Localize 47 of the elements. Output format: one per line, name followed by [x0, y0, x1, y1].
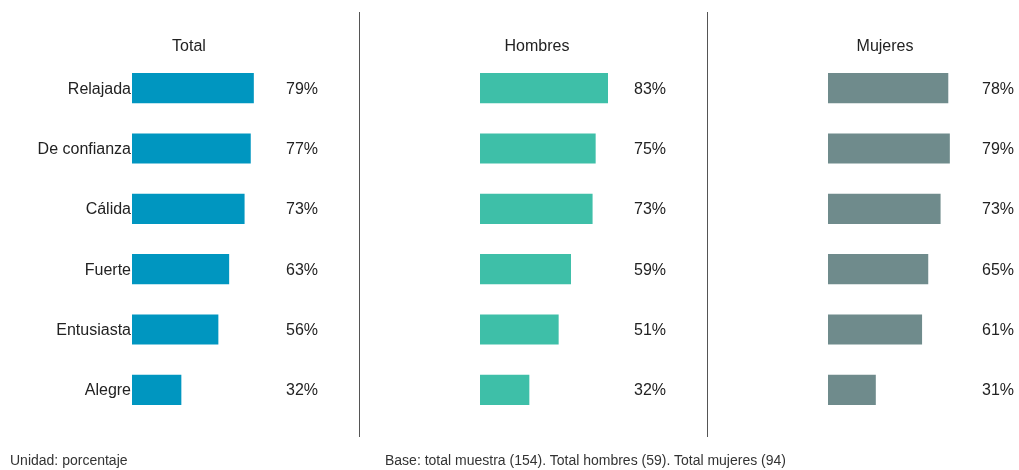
bar [132, 193, 245, 224]
y-tick-label: De confianza [37, 140, 132, 158]
bar [132, 133, 251, 164]
bar [828, 133, 950, 164]
data-label: 73% [286, 200, 319, 217]
data-label: 73% [634, 200, 667, 217]
y-tick-label: Alegre [84, 381, 132, 399]
bar [132, 374, 182, 405]
bar [828, 193, 941, 224]
text: Unidad: porcentaje [10, 452, 128, 468]
bar [480, 193, 593, 224]
bar [132, 73, 254, 104]
data-label: 77% [286, 140, 319, 157]
bar [132, 254, 230, 285]
data-label: 79% [286, 80, 319, 97]
bar [828, 314, 923, 345]
y-tick-label: Fuerte [84, 260, 132, 278]
bar [828, 73, 949, 104]
data-label: 65% [982, 261, 1015, 278]
text: Base: total muestra (154). Total hombres (59). Total mujeres (94) [385, 452, 786, 468]
data-label: 83% [634, 80, 667, 97]
chart-title: Hombres [504, 36, 570, 54]
bar [828, 374, 876, 405]
chart-title: Mujeres [856, 36, 914, 54]
data-label: 51% [634, 321, 667, 338]
data-label: 32% [634, 381, 667, 398]
y-tick-label: Entusiasta [56, 321, 132, 339]
data-label: 78% [982, 80, 1015, 97]
bar [480, 133, 596, 164]
data-label: 63% [286, 261, 319, 278]
bar [480, 73, 608, 104]
data-label: 73% [982, 200, 1015, 217]
data-label: 79% [982, 140, 1015, 157]
bar [132, 314, 219, 345]
y-tick-label: Cálida [85, 200, 132, 218]
bar [480, 314, 559, 345]
y-tick-label: Relajada [67, 79, 132, 97]
data-label: 32% [286, 381, 319, 398]
data-label: 61% [982, 321, 1015, 338]
bar [480, 374, 530, 405]
data-label: 56% [286, 321, 319, 338]
data-label: 31% [982, 381, 1015, 398]
bar [480, 254, 571, 285]
data-label: 75% [634, 140, 667, 157]
chart-title: Total [172, 36, 206, 54]
bar [828, 254, 929, 285]
data-label: 59% [634, 261, 667, 278]
